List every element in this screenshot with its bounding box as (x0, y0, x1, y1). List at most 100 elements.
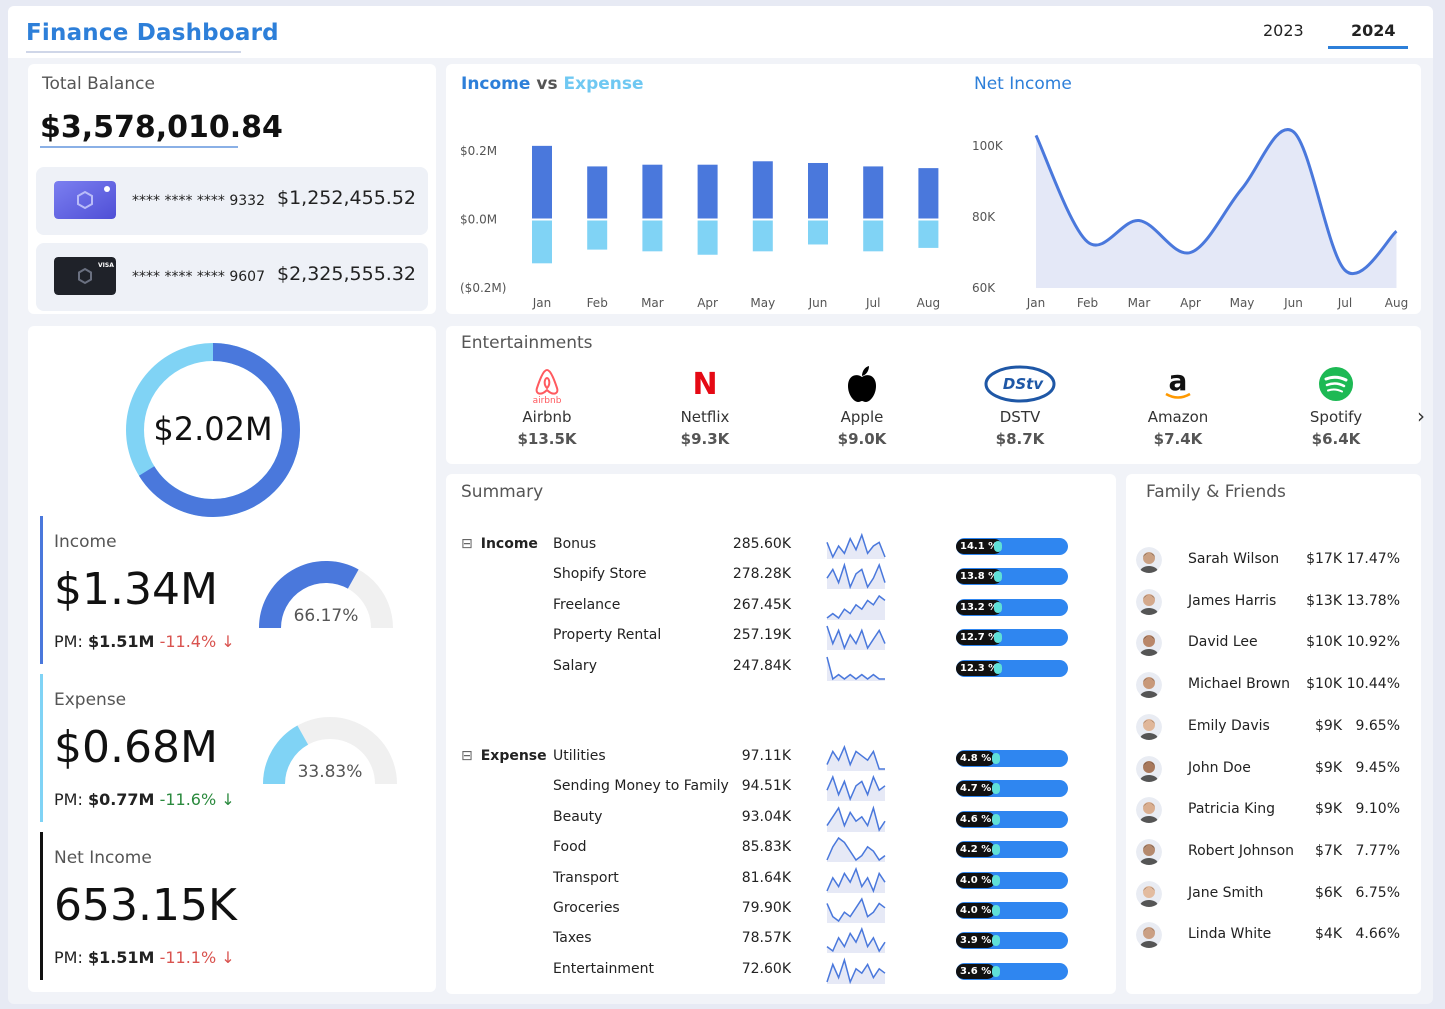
friend-percent: 17.47% (1346, 551, 1400, 567)
entertainment-item-dstv[interactable]: DStv DSTV $8.7K (960, 364, 1080, 448)
svg-text:VISA: VISA (98, 262, 114, 269)
friend-name: Patricia King (1188, 801, 1275, 818)
summary-value: 94.51K (741, 778, 791, 795)
friend-row[interactable]: Emily Davis $9K 9.65% (1126, 712, 1421, 742)
summary-group-expense[interactable]: ⊟ Expense (461, 748, 547, 764)
income-expense-donut (126, 343, 300, 517)
friend-name: Linda White (1188, 926, 1272, 943)
kpi-card: $2.02M Income $1.34M PM: $1.51M -11.4% ↓… (28, 326, 436, 992)
sparkline (826, 866, 886, 893)
summary-row: Freelance 267.45K 13.2 % (446, 594, 1116, 620)
chevron-right-icon[interactable]: › (1417, 404, 1425, 428)
entertainment-item-amazon[interactable]: a Amazon $7.4K (1118, 364, 1238, 448)
summary-value: 78.57K (741, 930, 791, 947)
sparkline-line (826, 625, 886, 651)
share-fill (992, 844, 1000, 856)
sparkline-line (826, 775, 886, 802)
friend-row[interactable]: Robert Johnson $7K 7.77% (1126, 837, 1421, 867)
entertainment-value: $9.3K (680, 430, 730, 448)
expense-accent-bar (40, 674, 43, 822)
friend-percent: 7.77% (1355, 842, 1400, 859)
friend-row[interactable]: Patricia King $9K 9.10% (1126, 795, 1421, 825)
income-vs-expense-title: Income vs Expense (461, 74, 644, 94)
avatar (1136, 838, 1162, 865)
friend-row[interactable]: Sarah Wilson $17K 17.47% (1126, 545, 1421, 575)
dstv-icon: DStv (960, 364, 1080, 404)
net-income-label: Net Income (54, 848, 152, 868)
entertainment-item-apple[interactable]: Apple $9.0K (802, 364, 922, 448)
summary-row: Entertainment 72.60K 3.6 % (446, 957, 1116, 985)
share-progress-bar: 4.8 % (956, 750, 1068, 767)
sparkline (826, 562, 886, 590)
summary-value: 93.04K (741, 808, 791, 825)
share-badge: 12.7 % (956, 630, 1003, 646)
friend-row[interactable]: James Harris $13K 13.78% (1126, 587, 1421, 617)
sparkline-line (826, 957, 886, 985)
purple-card-icon (54, 181, 116, 219)
avatar (1136, 588, 1162, 615)
sparkline-line (826, 532, 886, 559)
entertainment-name: Airbnb (522, 408, 572, 426)
share-badge: 4.7 % (956, 781, 996, 797)
friend-row[interactable]: David Lee $10K 10.92% (1126, 628, 1421, 658)
tab-2024[interactable]: 2024 (1351, 21, 1396, 40)
entertainment-name: Spotify (1309, 408, 1363, 426)
friends-card: Family & Friends Sarah Wilson $17K 17.47% J… (1126, 474, 1421, 994)
summary-row: Bonus 285.60K 14.1 % (446, 532, 1116, 559)
y-tick-label: 80K (972, 210, 996, 224)
sparkline-area (827, 868, 885, 893)
summary-group-income[interactable]: ⊟ Income (461, 536, 538, 552)
x-tick-label: Aug (917, 296, 940, 310)
share-progress-bar: 4.2 % (956, 841, 1068, 859)
share-fill (992, 905, 1000, 916)
active-year-indicator (1328, 46, 1408, 49)
entertainments-title: Entertainments (461, 333, 593, 353)
share-progress-bar: 3.6 % (956, 962, 1068, 980)
friend-percent: 9.65% (1355, 717, 1400, 734)
net-income-area (1036, 129, 1397, 288)
expense-bar (863, 220, 884, 252)
collapse-icon[interactable]: ⊟ (461, 748, 473, 764)
x-tick-label: Jan (1026, 296, 1046, 310)
share-fill (992, 783, 1000, 795)
x-tick-label: Apr (1180, 296, 1201, 310)
summary-value: 72.60K (741, 960, 791, 977)
sparkline-line (826, 805, 886, 832)
share-progress-bar: 4.7 % (956, 780, 1068, 798)
arrow-down-icon: ↓ (221, 948, 235, 967)
summary-value: 81.64K (741, 869, 791, 886)
charts-card: Income vs Expense $0.2M $0.0M ($0.2M) Jan Fe… (446, 64, 1421, 314)
collapse-icon[interactable]: ⊟ (461, 536, 473, 552)
income-bar (532, 145, 552, 219)
friend-row[interactable]: Jane Smith $6K 6.75% (1126, 879, 1421, 909)
x-tick-label: Jul (1337, 296, 1352, 310)
bank-card-row[interactable]: **** **** **** 9332 $1,252,455.52 (36, 167, 428, 235)
entertainment-item-airbnb[interactable]: airbnb Airbnb $13.5K (487, 364, 607, 448)
expense-bar (697, 220, 718, 255)
summary-group-label: Expense (480, 748, 547, 764)
x-tick-label: May (1230, 296, 1255, 310)
friend-name: Jane Smith (1188, 884, 1264, 901)
friend-amount: $9K (1315, 759, 1342, 776)
income-bar (752, 161, 773, 219)
tab-2023[interactable]: 2023 (1263, 21, 1304, 40)
sparkline-area (827, 807, 885, 832)
expense-bar (752, 220, 773, 252)
sparkline-line (826, 562, 886, 590)
friend-row[interactable]: Linda White $4K 4.66% (1126, 920, 1421, 950)
summary-category: Entertainment (553, 960, 655, 977)
card-amount: $1,252,455.52 (277, 187, 417, 209)
net-income-chart: 100K 80K 60K Jan Feb Mar Apr May Jun Jul Aug (972, 128, 1408, 310)
x-tick-label: Jun (1283, 296, 1303, 310)
entertainment-item-spotify[interactable]: Spotify $6.4K (1276, 364, 1396, 448)
net-income-chart-title: Net Income (974, 74, 1072, 94)
friend-row[interactable]: John Doe $9K 9.45% (1126, 754, 1421, 784)
entertainment-item-netflix[interactable]: N Netflix $9.3K (645, 364, 765, 449)
friend-percent: 6.75% (1355, 884, 1400, 901)
bank-card-row[interactable]: VISA **** **** **** 9607 $2,325,555.32 (36, 243, 428, 311)
friend-amount: $9K (1315, 717, 1342, 734)
friend-row[interactable]: Michael Brown $10K 10.44% (1126, 670, 1421, 700)
friend-name: Robert Johnson (1188, 842, 1295, 859)
share-badge: 13.8 % (956, 569, 1003, 585)
summary-category: Bonus (553, 536, 597, 552)
